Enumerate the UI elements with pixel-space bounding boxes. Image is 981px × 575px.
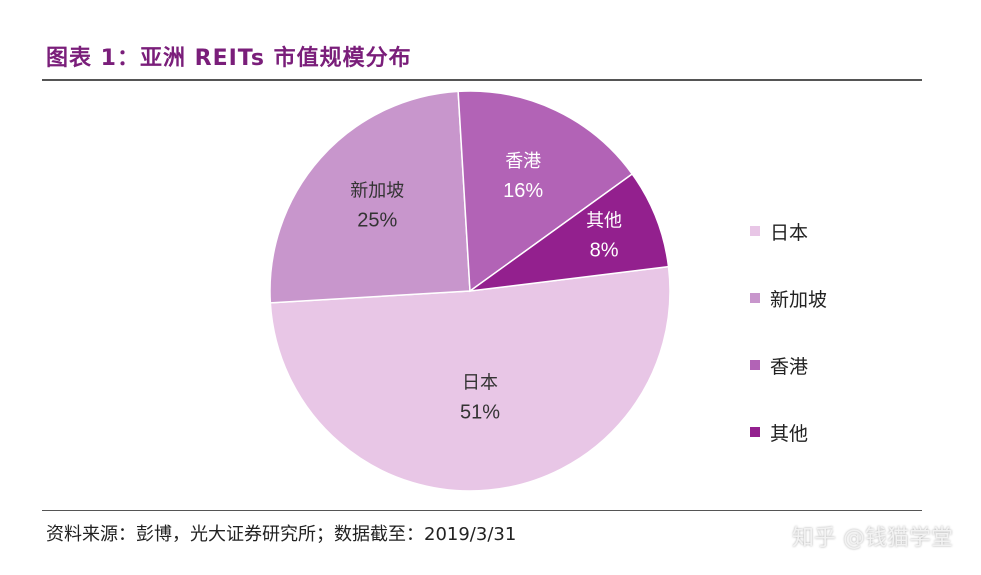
legend-label-other: 其他 xyxy=(770,423,809,445)
legend-item-other: 其他 xyxy=(750,419,827,486)
pie-slice-singapore xyxy=(269,90,471,304)
legend-label-hongkong: 香港 xyxy=(770,356,809,378)
legend-swatch-hongkong xyxy=(750,360,760,370)
slice-category-other: 其他 xyxy=(586,210,622,231)
chart-title: 图表 1：亚洲 REITs 市值规模分布 xyxy=(46,46,412,71)
slice-value-singapore: 25% xyxy=(357,210,397,232)
legend-label-japan: 日本 xyxy=(770,222,809,244)
watermark: 知乎 @钱猫学堂 xyxy=(792,526,953,551)
slice-value-hongkong: 16% xyxy=(503,180,543,202)
legend-swatch-japan xyxy=(750,226,760,236)
legend-swatch-other xyxy=(750,427,760,437)
source-note: 资料来源：彭博，光大证券研究所；数据截至：2019/3/31 xyxy=(46,524,517,545)
slice-value-japan: 51% xyxy=(460,402,500,424)
footer-divider xyxy=(42,510,922,511)
slice-category-singapore: 新加坡 xyxy=(350,181,404,202)
legend-swatch-singapore xyxy=(750,293,760,303)
slice-value-other: 8% xyxy=(590,239,619,261)
chart-legend: 日本 新加坡 香港 其他 xyxy=(750,218,827,486)
slice-category-japan: 日本 xyxy=(462,373,498,394)
pie-slice-other xyxy=(469,172,670,292)
legend-item-hongkong: 香港 xyxy=(750,352,827,419)
pie-slice-japan xyxy=(269,265,671,492)
legend-item-japan: 日本 xyxy=(750,218,827,285)
pie-slice-hongkong xyxy=(457,90,634,293)
title-divider xyxy=(42,79,922,81)
legend-item-singapore: 新加坡 xyxy=(750,285,827,352)
slice-category-hongkong: 香港 xyxy=(505,151,541,172)
legend-label-singapore: 新加坡 xyxy=(770,289,828,311)
